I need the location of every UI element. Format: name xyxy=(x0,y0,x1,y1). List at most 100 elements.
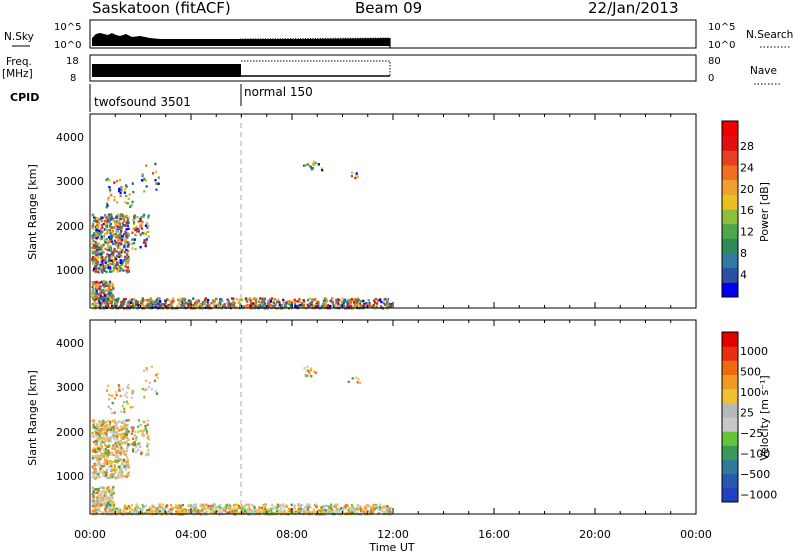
echo-cell xyxy=(120,471,123,474)
echo-cell xyxy=(123,508,126,512)
echo-cell xyxy=(97,295,100,298)
echo-cell xyxy=(386,511,389,515)
echo-cell xyxy=(129,509,132,513)
echo-cell xyxy=(262,511,265,514)
echo-cell xyxy=(99,446,102,449)
echo-cell xyxy=(141,173,144,176)
echo-cell xyxy=(219,302,222,306)
echo-cell xyxy=(93,435,96,439)
echo-cell xyxy=(96,504,99,507)
echo-cell xyxy=(106,252,109,256)
echo-cell xyxy=(123,435,126,439)
echo-cell xyxy=(106,498,109,502)
colorbar-tick-label: 1000 xyxy=(740,345,768,358)
echo-cell xyxy=(110,288,113,292)
echo-cell xyxy=(320,506,323,509)
echo-cell xyxy=(355,302,358,306)
echo-cell xyxy=(159,506,162,509)
echo-cell xyxy=(117,474,120,477)
echo-cell xyxy=(274,303,278,306)
echo-cell xyxy=(140,216,143,219)
echo-cell xyxy=(94,450,97,454)
echo-cell xyxy=(373,299,376,302)
echo-cell xyxy=(255,298,258,301)
echo-cell xyxy=(161,506,164,510)
echo-cell xyxy=(116,441,119,445)
echo-cell xyxy=(313,298,316,301)
echo-cell xyxy=(124,449,127,453)
echo-cell xyxy=(131,405,135,409)
echo-cell xyxy=(98,475,101,479)
echo-cell xyxy=(93,219,96,223)
colorbar-swatch xyxy=(722,165,738,181)
echo-cell xyxy=(245,512,248,515)
echo-cell xyxy=(322,507,325,510)
echo-cell xyxy=(126,266,130,269)
echo-cell xyxy=(125,430,128,434)
echo-cell xyxy=(370,506,373,509)
echo-cell xyxy=(142,241,146,244)
echo-cell xyxy=(95,250,98,254)
echo-cell xyxy=(133,442,136,445)
echo-cell xyxy=(108,229,112,232)
echo-cell xyxy=(118,189,121,193)
echo-cell xyxy=(150,301,153,304)
echo-cell xyxy=(105,429,108,433)
colorbar-tick-label: 24 xyxy=(740,161,754,174)
echo-cell xyxy=(114,509,117,512)
echo-cell xyxy=(154,390,158,393)
echo-cell xyxy=(121,433,124,437)
echo-cell xyxy=(170,301,173,304)
echo-cell xyxy=(127,241,130,244)
echo-cell xyxy=(115,263,118,266)
echo-cell xyxy=(201,508,204,512)
echo-cell xyxy=(132,227,135,231)
echo-cell xyxy=(200,305,204,309)
echo-cell xyxy=(98,424,101,428)
echo-cell xyxy=(211,507,214,510)
echo-cell xyxy=(146,222,149,225)
echo-cell xyxy=(206,300,209,304)
echo-cell xyxy=(106,219,110,222)
echo-cell xyxy=(112,304,115,307)
echo-cell xyxy=(107,248,110,252)
echo-cell xyxy=(237,505,241,508)
echo-cell xyxy=(140,423,143,427)
echo-cell xyxy=(105,495,108,498)
echo-cell xyxy=(164,301,167,305)
echo-cell xyxy=(289,304,293,307)
echo-cell xyxy=(145,164,148,167)
echo-cell xyxy=(144,242,147,245)
echo-cell xyxy=(108,487,111,490)
echo-cell xyxy=(96,260,99,263)
echo-cell xyxy=(362,299,365,303)
echo-cell xyxy=(125,428,128,431)
echo-cell xyxy=(324,302,327,305)
echo-cell xyxy=(117,297,120,301)
echo-cell xyxy=(149,298,152,302)
echo-cell xyxy=(298,511,301,515)
echo-cell xyxy=(306,163,309,166)
echo-cell xyxy=(348,302,351,305)
nave-tick-low: 0 xyxy=(708,73,714,84)
echo-cell xyxy=(93,507,96,510)
echo-cell xyxy=(98,300,101,303)
echo-cell xyxy=(114,264,117,268)
echo-cell xyxy=(182,300,186,304)
echo-cell xyxy=(368,505,371,508)
echo-cell xyxy=(389,510,392,514)
echo-cell xyxy=(92,509,95,513)
echo-cell xyxy=(116,263,119,266)
echo-cell xyxy=(271,306,274,309)
colorbar-tick-label: −500 xyxy=(740,468,770,481)
velocity-ytick-4000: 4000 xyxy=(56,337,84,350)
echo-cell xyxy=(100,444,103,448)
echo-cell xyxy=(144,453,148,457)
echo-cell xyxy=(112,504,115,508)
echo-cell xyxy=(94,284,97,288)
echo-cell xyxy=(92,476,95,479)
echo-cell xyxy=(286,300,290,303)
echo-cell xyxy=(129,301,132,304)
echo-cell xyxy=(359,505,362,508)
echo-cell xyxy=(292,505,296,508)
